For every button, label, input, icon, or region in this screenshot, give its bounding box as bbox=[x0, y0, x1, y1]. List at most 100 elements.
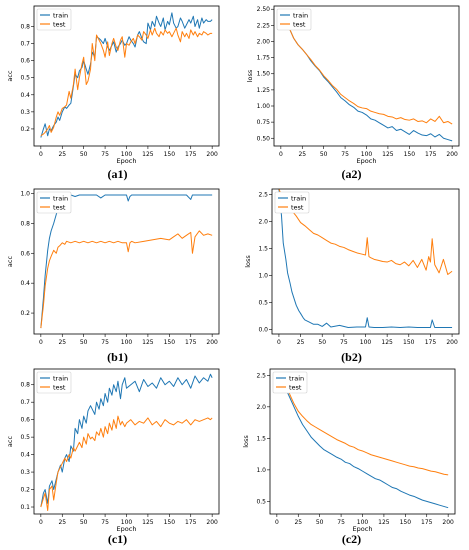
panel-b2: 0 25 50 75 100 125 150 175 200 0.0 0.5 1.0 1.5 2.0 2.5… bbox=[234, 184, 469, 368]
x-tick-label: 75 bbox=[101, 519, 109, 526]
y-tick-label: 0.75 bbox=[257, 119, 271, 126]
legend-label-train: train bbox=[53, 194, 68, 202]
series-line-test bbox=[288, 28, 453, 125]
y-tick-label: 0.4 bbox=[20, 452, 30, 459]
legend-box bbox=[36, 371, 72, 394]
x-tick-label: 25 bbox=[294, 519, 302, 526]
x-tick-label: 25 bbox=[298, 151, 306, 158]
x-tick-label: 50 bbox=[80, 151, 88, 158]
legend-label-test: test bbox=[289, 383, 302, 391]
y-tick-label: 0.5 bbox=[258, 300, 268, 307]
y-tick-label: 1.0 bbox=[258, 273, 268, 280]
panel-caption: (c2) bbox=[341, 532, 362, 546]
x-axis-label: Epoch bbox=[117, 157, 137, 165]
y-tick-label: 0.50 bbox=[257, 135, 271, 142]
x-tick-label: 0 bbox=[39, 339, 43, 346]
chart-b1-acc: 0 25 50 75 100 125 150 175 200 0.2 0.4 0.6 0.8 1.0 acc… bbox=[6, 188, 220, 346]
y-tick-label: 0.6 bbox=[20, 250, 30, 257]
x-tick-label: 75 bbox=[101, 339, 109, 346]
y-tick-label: 2.0 bbox=[256, 404, 266, 411]
x-tick-label: 50 bbox=[80, 519, 88, 526]
y-tick-label: 0.7 bbox=[20, 41, 30, 48]
y-tick-label: 0.2 bbox=[20, 126, 30, 133]
legend-box bbox=[272, 371, 308, 394]
panel-caption: (a2) bbox=[341, 167, 362, 181]
y-tick-label: 0.2 bbox=[20, 487, 30, 494]
x-tick-label: 125 bbox=[382, 151, 394, 158]
x-tick-label: 175 bbox=[421, 519, 433, 526]
y-tick-label: 0.3 bbox=[20, 469, 30, 476]
x-tick-label: 25 bbox=[297, 339, 305, 346]
y-tick-label: 0.6 bbox=[20, 417, 30, 424]
x-axis-label: Epoch bbox=[357, 157, 377, 165]
series-line-test bbox=[278, 189, 453, 275]
legend-label-test: test bbox=[53, 383, 66, 391]
series-line-test bbox=[40, 415, 213, 512]
y-tick-label: 1.0 bbox=[20, 190, 30, 197]
x-tick-label: 150 bbox=[164, 519, 176, 526]
series-line-test bbox=[40, 230, 213, 329]
legend-label-train: train bbox=[53, 11, 68, 19]
y-tick-label: 0.3 bbox=[20, 109, 30, 116]
x-tick-label: 100 bbox=[121, 339, 133, 346]
series-line-train bbox=[288, 28, 453, 142]
legend-label-train: train bbox=[291, 194, 306, 202]
series-line-train bbox=[40, 12, 213, 138]
y-axis-label: loss bbox=[242, 435, 250, 448]
chart-c1-acc: 0 25 50 75 100 125 150 175 200 0.1 0.2 0.3 0.4 0.5 0.6… bbox=[6, 368, 220, 533]
x-tick-label: 100 bbox=[121, 519, 133, 526]
y-tick-label: 0.0 bbox=[258, 327, 268, 334]
y-tick-label: 2.5 bbox=[258, 191, 268, 198]
x-tick-label: 0 bbox=[277, 339, 281, 346]
x-tick-label: 75 bbox=[101, 151, 109, 158]
y-tick-label: 2.25 bbox=[257, 22, 271, 29]
y-axis-label: loss bbox=[246, 69, 254, 82]
x-tick-label: 75 bbox=[341, 151, 349, 158]
x-tick-label: 175 bbox=[425, 151, 437, 158]
panel-caption: (b1) bbox=[107, 350, 128, 364]
legend-box bbox=[36, 191, 72, 214]
x-tick-label: 100 bbox=[357, 519, 369, 526]
series-line-train bbox=[284, 387, 449, 509]
y-tick-label: 0.8 bbox=[20, 382, 30, 389]
x-tick-label: 100 bbox=[121, 151, 133, 158]
panel-c1: 0 25 50 75 100 125 150 175 200 0.1 0.2 0.3 0.4 0.5 0.6… bbox=[0, 364, 235, 550]
series-line-train bbox=[40, 373, 213, 508]
y-tick-label: 0.1 bbox=[20, 504, 30, 511]
series-line-train bbox=[278, 189, 453, 329]
x-tick-label: 0 bbox=[39, 519, 43, 526]
x-tick-label: 200 bbox=[446, 339, 458, 346]
x-tick-label: 125 bbox=[378, 519, 390, 526]
y-tick-label: 0.7 bbox=[20, 399, 30, 406]
legend-box bbox=[36, 8, 72, 31]
panel-b1: 0 25 50 75 100 125 150 175 200 0.2 0.4 0.6 0.8 1.0 acc… bbox=[0, 184, 235, 368]
x-tick-label: 75 bbox=[340, 339, 348, 346]
legend-label-train: train bbox=[289, 374, 304, 382]
x-tick-label: 100 bbox=[361, 151, 373, 158]
x-axis-label: Epoch bbox=[117, 525, 137, 533]
x-tick-label: 175 bbox=[185, 519, 197, 526]
x-tick-label: 0 bbox=[39, 151, 43, 158]
x-tick-label: 50 bbox=[80, 339, 88, 346]
y-tick-label: 0.5 bbox=[20, 434, 30, 441]
y-tick-label: 2.0 bbox=[258, 218, 268, 225]
x-tick-label: 50 bbox=[318, 339, 326, 346]
x-tick-label: 50 bbox=[316, 519, 324, 526]
chart-b2-loss: 0 25 50 75 100 125 150 175 200 0.0 0.5 1.0 1.5 2.0 2.5… bbox=[244, 188, 460, 346]
x-tick-label: 25 bbox=[58, 151, 66, 158]
x-tick-label: 200 bbox=[206, 339, 218, 346]
legend-box bbox=[276, 8, 312, 31]
x-tick-label: 125 bbox=[142, 339, 154, 346]
x-tick-label: 175 bbox=[185, 339, 197, 346]
panel-caption: (a1) bbox=[107, 167, 128, 181]
y-tick-label: 0.8 bbox=[20, 220, 30, 227]
chart-a1-acc: 0 25 50 75 100 125 150 175 200 0.2 0.3 0.4 0.5 0.6 0.7… bbox=[6, 5, 220, 165]
y-tick-label: 0.6 bbox=[20, 58, 30, 65]
legend-label-test: test bbox=[53, 20, 66, 28]
x-tick-label: 150 bbox=[164, 339, 176, 346]
y-tick-label: 1.5 bbox=[258, 246, 268, 253]
y-tick-label: 1.75 bbox=[257, 55, 271, 62]
x-tick-label: 200 bbox=[206, 151, 218, 158]
